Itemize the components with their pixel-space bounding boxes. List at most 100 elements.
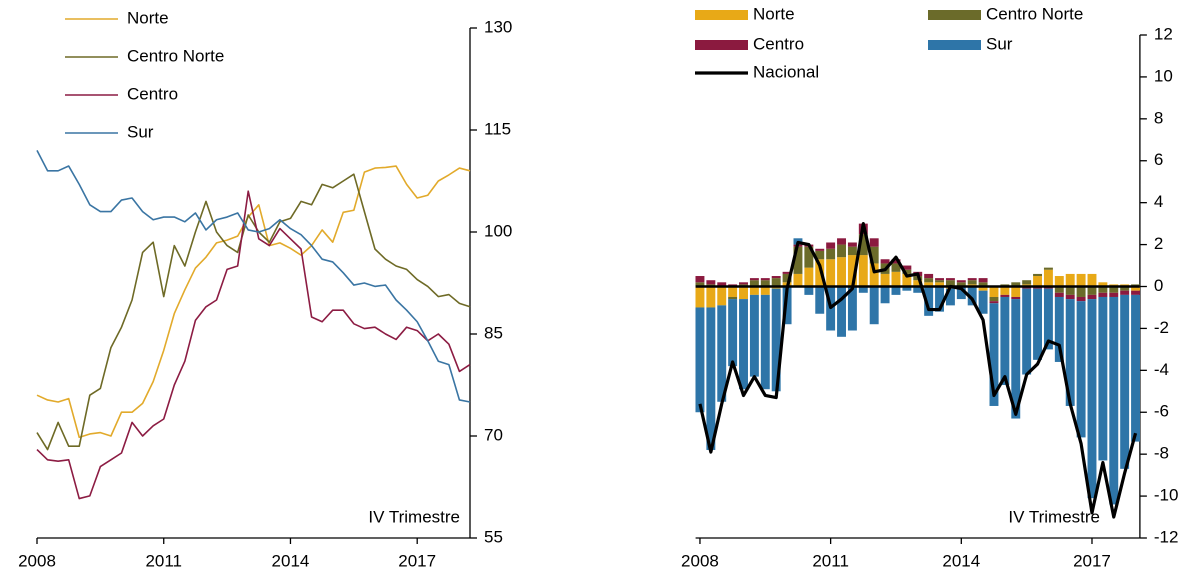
bar [1054,292,1064,297]
bar [847,286,857,331]
bar [728,299,738,367]
bar [1109,286,1119,293]
y-tick-label: -2 [1154,318,1169,337]
bar [1022,288,1032,375]
y-tick-label: -6 [1154,402,1169,421]
bar [793,246,803,274]
bar [782,271,792,274]
bar [695,276,705,283]
bar [978,282,988,287]
bar [739,299,748,390]
bar [771,288,781,392]
bar [771,278,781,287]
bar [706,286,716,308]
bar [902,286,912,291]
bar [935,278,944,281]
bar [924,286,934,316]
legend-label: Centro [753,34,804,53]
bar [978,290,988,314]
legend-label: Centro [127,84,178,103]
bar [891,286,901,295]
bar [837,286,846,337]
x-tick-label: 2017 [398,551,436,570]
x-tick-label: 2014 [272,551,310,570]
bar [967,286,977,306]
bar [1000,296,1010,386]
x-tick-label: 2008 [18,551,56,570]
bar [945,288,955,306]
bar [1054,286,1064,293]
bar [967,278,977,281]
y-tick-label: 85 [484,323,503,342]
bar [858,234,868,256]
y-tick-label: 8 [1154,108,1163,127]
y-tick-label: 10 [1154,66,1173,85]
bar [869,286,879,325]
bar [924,282,934,287]
bar [815,259,825,287]
bar [793,273,803,287]
bar [749,280,759,287]
bar [826,259,836,287]
bar [1011,286,1021,297]
bar [1000,286,1010,295]
y-tick-label: 6 [1154,150,1163,169]
bar [826,242,836,249]
bar [935,282,944,287]
bar [1120,286,1130,291]
bar [749,286,759,295]
y-tick-label: 100 [484,221,512,240]
bar [826,248,836,260]
bar [989,303,999,406]
line [36,150,471,403]
legend-swatch [695,10,748,20]
bar [956,280,966,283]
bar [1043,267,1053,270]
bar [804,267,814,287]
bar [1087,299,1097,499]
x-tick-label: 2011 [145,551,182,570]
bar [945,278,955,281]
bar [1087,286,1097,295]
bar [760,286,770,295]
bar [1098,296,1108,461]
annotation: IV Trimestre [368,507,460,526]
bar [749,294,759,377]
bar [1043,269,1053,287]
bar [891,259,901,264]
bar [706,307,716,450]
bar [1000,294,1010,297]
bar [749,278,759,281]
legend-label: Norte [127,8,169,27]
bar [1087,294,1097,300]
bar [1076,301,1086,438]
bar [695,282,705,287]
bar [978,278,988,283]
bar [1131,290,1141,295]
bar [869,238,879,247]
bar [924,278,934,283]
y-tick-label: 2 [1154,234,1163,253]
bar [956,286,966,300]
bar [935,286,944,312]
bar [1065,299,1075,406]
bar [1098,292,1108,297]
legend-label: Norte [753,4,795,23]
bar [815,250,825,260]
bar [760,280,770,287]
bar [706,280,716,285]
bar [924,273,934,279]
bar [1065,286,1075,295]
bar [1065,273,1075,287]
bar [978,286,988,291]
line [36,173,471,451]
bar [956,282,966,287]
bar [858,255,868,287]
bar [815,286,825,314]
line [36,190,471,500]
bar [717,282,727,287]
bar [1076,296,1086,302]
bar [760,278,770,281]
bar [717,305,727,402]
bar [1011,282,1021,287]
